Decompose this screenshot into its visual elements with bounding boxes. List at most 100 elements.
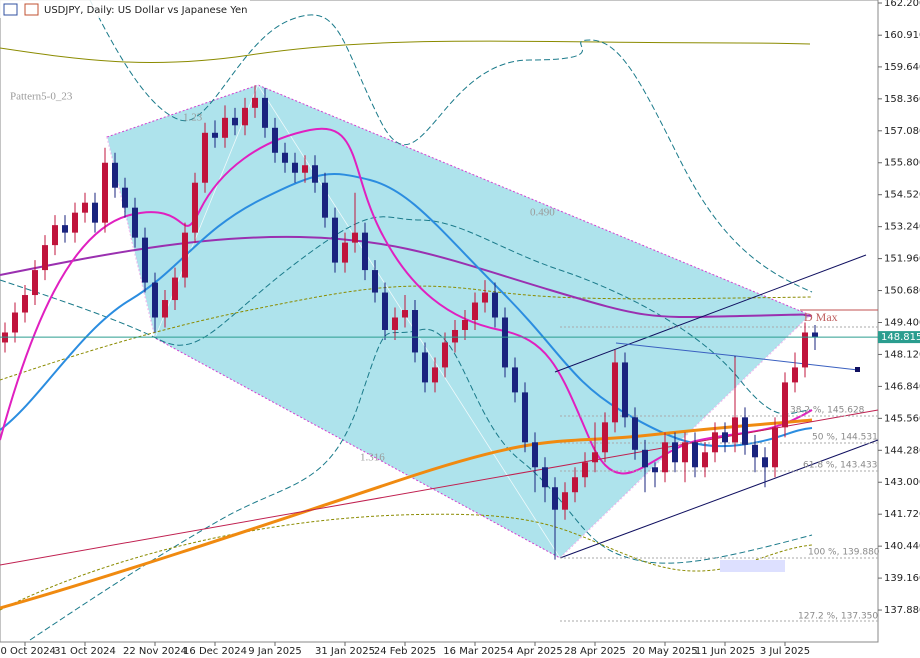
chart-title: USDJPY, Daily: US Dollar vs Japanese Yen — [44, 5, 248, 16]
candle-body — [232, 117, 238, 126]
x-tick-label: 31 Jan 2025 — [315, 646, 375, 657]
candle-body — [52, 225, 58, 246]
candle-body — [542, 467, 548, 488]
pattern-legs — [106, 84, 811, 559]
x-tick-label: 11 Jun 2025 — [695, 646, 755, 657]
candle-body — [762, 457, 768, 468]
candle-body — [132, 207, 138, 238]
band-upper — [89, 0, 813, 293]
band-lower — [29, 328, 813, 641]
candle-body — [442, 342, 448, 368]
candle-body — [602, 422, 608, 453]
y-tick-label: 150.680 — [884, 286, 920, 297]
y-tick-label: 158.360 — [884, 94, 920, 105]
candle-body — [672, 442, 678, 463]
x-tick-label: 24 Feb 2025 — [374, 646, 436, 657]
candle-body — [712, 432, 718, 453]
candle-body — [802, 332, 808, 368]
candle-body — [252, 97, 258, 108]
trendline-lower — [559, 439, 879, 559]
candle-body — [532, 442, 538, 468]
candle-body — [82, 202, 88, 213]
zone — [720, 560, 785, 572]
candle-body — [772, 427, 778, 468]
x-tick-label: 22 Nov 2024 — [123, 646, 187, 657]
candle-body — [572, 477, 578, 493]
trendline-red — [0, 409, 879, 566]
x-tick-label: 9 Jan 2025 — [248, 646, 302, 657]
candle-body — [222, 117, 228, 138]
candle-body — [722, 432, 728, 443]
candle-body — [32, 270, 38, 296]
candle-body — [262, 97, 268, 128]
candle-body — [682, 442, 688, 463]
x-tick-label: 10 Oct 2024 — [0, 646, 56, 657]
pattern-name: Pattern5-0_23 — [10, 91, 73, 103]
ma-magenta — [0, 127, 813, 475]
y-tick-label: 139.160 — [884, 573, 920, 584]
projection-point — [855, 367, 860, 372]
candle-body — [152, 282, 158, 318]
candle-body — [742, 417, 748, 445]
candle-body — [122, 187, 128, 208]
candle-body — [382, 292, 388, 330]
dmax-label: D Max — [804, 310, 838, 324]
y-tick-label: 141.720 — [884, 509, 920, 520]
y-tick-label: 159.640 — [884, 62, 920, 73]
candle-body — [732, 417, 738, 443]
candle-body — [332, 217, 338, 263]
y-tick-label: 157.080 — [884, 126, 920, 137]
projection-line — [615, 342, 859, 371]
candle-body — [782, 382, 788, 428]
icon-chart[interactable] — [24, 3, 39, 16]
x-tick-label: 31 Oct 2024 — [54, 646, 116, 657]
candle-body — [392, 317, 398, 330]
ma-olive — [0, 40, 811, 64]
candle-body — [482, 292, 488, 303]
candle-body — [622, 362, 628, 418]
candle-body — [492, 292, 498, 318]
title-bg — [0, 0, 250, 18]
x-tick-label: 16 Dec 2024 — [183, 646, 247, 657]
candles — [2, 85, 818, 560]
y-tick-label: 162.200 — [884, 0, 920, 9]
candle-body — [472, 302, 478, 321]
ratio-label: 1.23 — [183, 112, 203, 124]
candle-body — [62, 225, 68, 233]
candle-body — [92, 202, 98, 223]
ma-orange — [0, 418, 813, 610]
candle-body — [162, 300, 168, 318]
fib-label: 38.2 %, 145.628 — [790, 406, 865, 416]
candle-body — [192, 182, 198, 233]
candle-body — [812, 332, 818, 338]
candle-body — [632, 417, 638, 450]
candle-body — [242, 107, 248, 126]
candle-body — [112, 162, 118, 188]
ratio-label: 0.490 — [530, 207, 555, 219]
candle-body — [42, 245, 48, 271]
candle-body — [322, 182, 328, 218]
candle-body — [462, 320, 468, 330]
candle-body — [432, 367, 438, 383]
y-tick-label: 144.280 — [884, 445, 920, 456]
candle-body — [402, 310, 408, 318]
candle-body — [502, 317, 508, 368]
y-tick-label: 145.560 — [884, 413, 920, 424]
candle-body — [582, 462, 588, 478]
candle-body — [752, 444, 758, 458]
fib-levels — [560, 326, 878, 622]
x-tick-label: 4 Apr 2025 — [507, 646, 562, 657]
candle-body — [172, 277, 178, 301]
candle-body — [362, 232, 368, 271]
env-low — [0, 513, 813, 611]
icon-menu[interactable] — [3, 3, 18, 16]
candle-body — [302, 165, 308, 173]
fib-label: 127.2 %, 137.350 — [798, 612, 878, 622]
last-price-box — [878, 331, 920, 344]
y-tick-label: 149.400 — [884, 317, 920, 328]
y-tick-label: 146.840 — [884, 381, 920, 392]
candle-body — [272, 127, 278, 153]
candle-body — [562, 492, 568, 510]
x-tick-label: 28 Apr 2025 — [564, 646, 626, 657]
